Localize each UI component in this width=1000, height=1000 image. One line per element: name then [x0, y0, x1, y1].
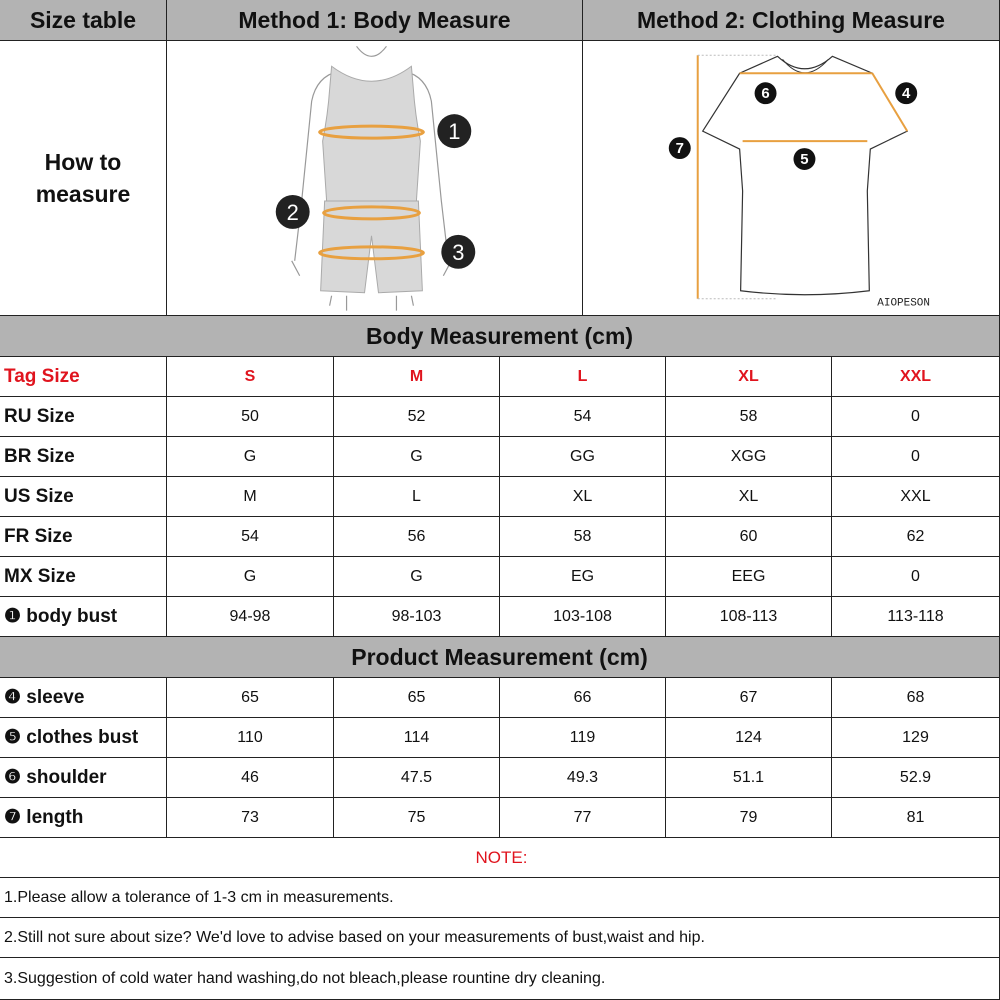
svg-text:5: 5 [800, 151, 808, 168]
row-label: FR Size [0, 517, 167, 557]
table-cell: 75 [334, 798, 500, 838]
table-cell: 58 [500, 517, 666, 557]
marker-4: 4 [895, 81, 918, 104]
table-cell: 58 [666, 397, 832, 437]
table-cell: 62 [832, 517, 1000, 557]
table-cell: 119 [500, 718, 666, 758]
table-cell: 50 [167, 397, 334, 437]
table-cell: EG [500, 557, 666, 597]
table-cell: 65 [334, 678, 500, 718]
table-cell: 110 [167, 718, 334, 758]
svg-text:4: 4 [902, 85, 911, 102]
row-label: BR Size [0, 437, 167, 477]
table-cell: G [167, 437, 334, 477]
table-cell: 124 [666, 718, 832, 758]
table-cell: 77 [500, 798, 666, 838]
table-cell: 46 [167, 758, 334, 798]
method1-header: Method 1: Body Measure [167, 0, 583, 41]
table-cell: XL [666, 357, 832, 397]
row-label: Tag Size [0, 357, 167, 397]
row-label: ❺ clothes bust [0, 718, 167, 758]
body-figure-image: 1 2 3 [275, 45, 476, 311]
table-cell: 81 [832, 798, 1000, 838]
tshirt-image: 6 4 7 5 AIOPESON [668, 54, 930, 309]
table-cell: S [167, 357, 334, 397]
svg-text:6: 6 [761, 85, 769, 102]
svg-text:7: 7 [676, 140, 684, 157]
clothing-measure-illustration: 6 4 7 5 AIOPESON [583, 41, 1000, 316]
table-cell: 52.9 [832, 758, 1000, 798]
note-item: 3.Suggestion of cold water hand washing,… [0, 958, 1000, 1000]
table-cell: 0 [832, 557, 1000, 597]
svg-text:1: 1 [448, 119, 460, 144]
row-label: MX Size [0, 557, 167, 597]
table-cell: 79 [666, 798, 832, 838]
marker-7: 7 [668, 136, 691, 159]
table-cell: L [334, 477, 500, 517]
note-item: 1.Please allow a tolerance of 1-3 cm in … [0, 878, 1000, 918]
row-label: ❻ shoulder [0, 758, 167, 798]
marker-3: 3 [441, 234, 476, 269]
table-cell: L [500, 357, 666, 397]
table-cell: 94-98 [167, 597, 334, 637]
svg-text:2: 2 [287, 199, 299, 224]
body-measure-illustration: 1 2 3 [167, 41, 583, 316]
table-cell: G [167, 557, 334, 597]
table-cell: XL [666, 477, 832, 517]
table-cell: 129 [832, 718, 1000, 758]
table-cell: 67 [666, 678, 832, 718]
row-label: ❼ length [0, 798, 167, 838]
size-table-header: Size table [0, 0, 167, 41]
row-label: ❶ body bust [0, 597, 167, 637]
table-cell: 52 [334, 397, 500, 437]
marker-1: 1 [437, 113, 472, 148]
brand-label: AIOPESON [877, 297, 930, 309]
table-cell: 60 [666, 517, 832, 557]
table-cell: 66 [500, 678, 666, 718]
table-cell: 47.5 [334, 758, 500, 798]
table-cell: 73 [167, 798, 334, 838]
table-cell: M [334, 357, 500, 397]
row-label: US Size [0, 477, 167, 517]
note-title: NOTE: [0, 838, 1000, 878]
table-cell: 65 [167, 678, 334, 718]
table-cell: XGG [666, 437, 832, 477]
table-cell: 49.3 [500, 758, 666, 798]
product-measurement-section-title: Product Measurement (cm) [0, 637, 1000, 678]
row-label: RU Size [0, 397, 167, 437]
table-cell: 51.1 [666, 758, 832, 798]
table-cell: 103-108 [500, 597, 666, 637]
body-measurement-section-title: Body Measurement (cm) [0, 316, 1000, 357]
table-cell: XL [500, 477, 666, 517]
table-cell: G [334, 557, 500, 597]
marker-2: 2 [275, 194, 310, 229]
table-cell: 0 [832, 397, 1000, 437]
svg-text:3: 3 [452, 239, 464, 264]
table-cell: 68 [832, 678, 1000, 718]
table-cell: 0 [832, 437, 1000, 477]
table-cell: 98-103 [334, 597, 500, 637]
table-cell: XXL [832, 477, 1000, 517]
table-cell: 113-118 [832, 597, 1000, 637]
marker-6: 6 [754, 81, 777, 104]
table-cell: 114 [334, 718, 500, 758]
table-cell: EEG [666, 557, 832, 597]
marker-5: 5 [793, 147, 816, 170]
table-cell: XXL [832, 357, 1000, 397]
table-cell: GG [500, 437, 666, 477]
table-cell: M [167, 477, 334, 517]
how-to-measure-label: How to measure [0, 41, 167, 316]
table-cell: 56 [334, 517, 500, 557]
table-cell: G [334, 437, 500, 477]
method2-header: Method 2: Clothing Measure [583, 0, 1000, 41]
table-cell: 108-113 [666, 597, 832, 637]
row-label: ❹ sleeve [0, 678, 167, 718]
table-cell: 54 [500, 397, 666, 437]
table-cell: 54 [167, 517, 334, 557]
note-item: 2.Still not sure about size? We'd love t… [0, 918, 1000, 958]
